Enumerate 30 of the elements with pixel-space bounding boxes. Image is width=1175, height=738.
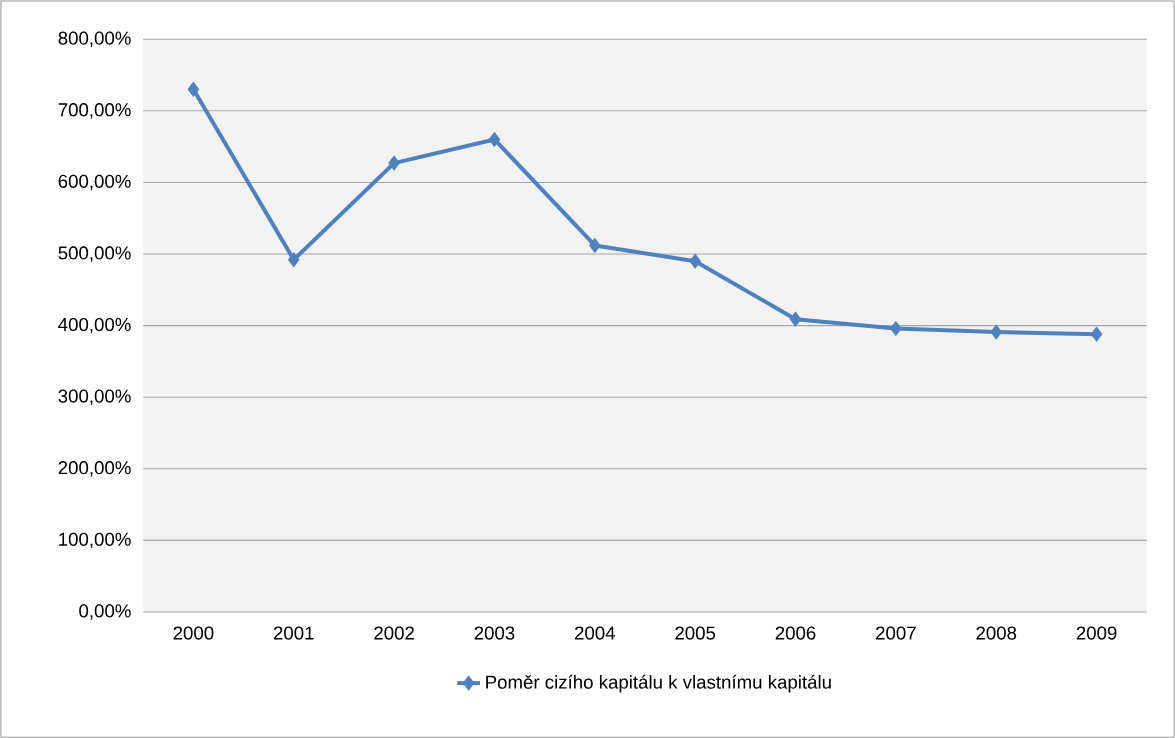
point <box>789 311 802 327</box>
point <box>287 251 300 268</box>
x-tick-label: 2008 <box>976 626 1017 640</box>
point <box>488 131 501 148</box>
x-tick-label: 2000 <box>173 626 214 640</box>
x-tick-label: 2002 <box>374 626 414 640</box>
y-tick-label: 300,00% <box>58 389 131 405</box>
x-tick-label: 2005 <box>675 626 716 640</box>
x-tick-label: 2009 <box>1076 626 1117 640</box>
point <box>990 324 1003 340</box>
point <box>588 237 601 254</box>
y-tick-label: 200,00% <box>58 460 131 477</box>
y-tick-label: 700,00% <box>58 103 131 119</box>
y-tick-label: 500,00% <box>58 246 131 262</box>
point <box>1090 326 1103 342</box>
y-tick-label: 100,00% <box>59 532 131 548</box>
point <box>890 320 902 337</box>
point <box>689 253 701 269</box>
x-tick-label: 2001 <box>273 626 314 640</box>
point <box>187 81 200 97</box>
y-tick-label: 400,00% <box>58 317 131 334</box>
x-tick-label: 2006 <box>775 626 816 640</box>
x-tick-label: 2004 <box>574 626 615 640</box>
x-tick-label: 2003 <box>474 626 515 640</box>
y-tick-label: 600,00% <box>58 174 131 191</box>
x-tick-label: 2007 <box>876 626 916 640</box>
point <box>388 155 400 171</box>
y-tick-label: 0,00% <box>79 604 131 620</box>
legend-label: Poměr cizího kapitálu k vlastnímu kapitálu <box>486 674 831 693</box>
y-tick-label: 800,00% <box>58 31 131 47</box>
